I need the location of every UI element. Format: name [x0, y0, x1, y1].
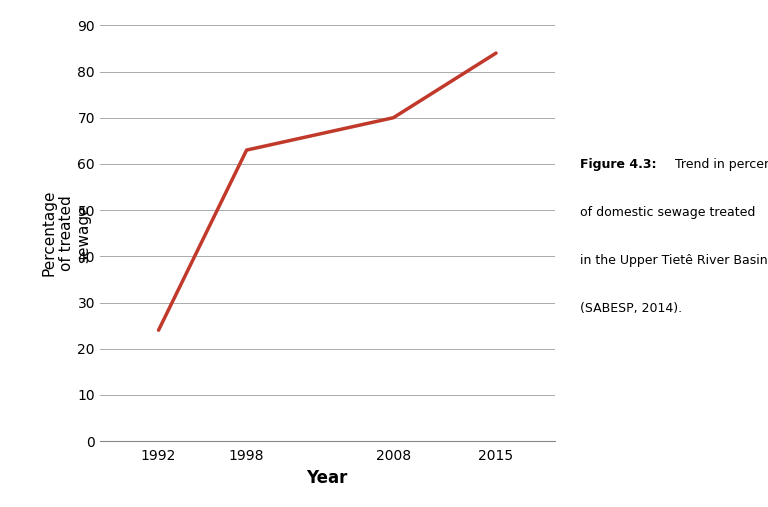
Text: in the Upper Tietê River Basin: in the Upper Tietê River Basin — [580, 254, 767, 267]
Text: Trend in percentage: Trend in percentage — [670, 158, 768, 171]
Text: (SABESP, 2014).: (SABESP, 2014). — [580, 302, 682, 315]
X-axis label: Year: Year — [306, 469, 348, 487]
Text: of domestic sewage treated: of domestic sewage treated — [580, 206, 755, 219]
Y-axis label: Percentage
of treated
sewage: Percentage of treated sewage — [41, 190, 91, 276]
Text: Figure 4.3:: Figure 4.3: — [580, 158, 657, 171]
